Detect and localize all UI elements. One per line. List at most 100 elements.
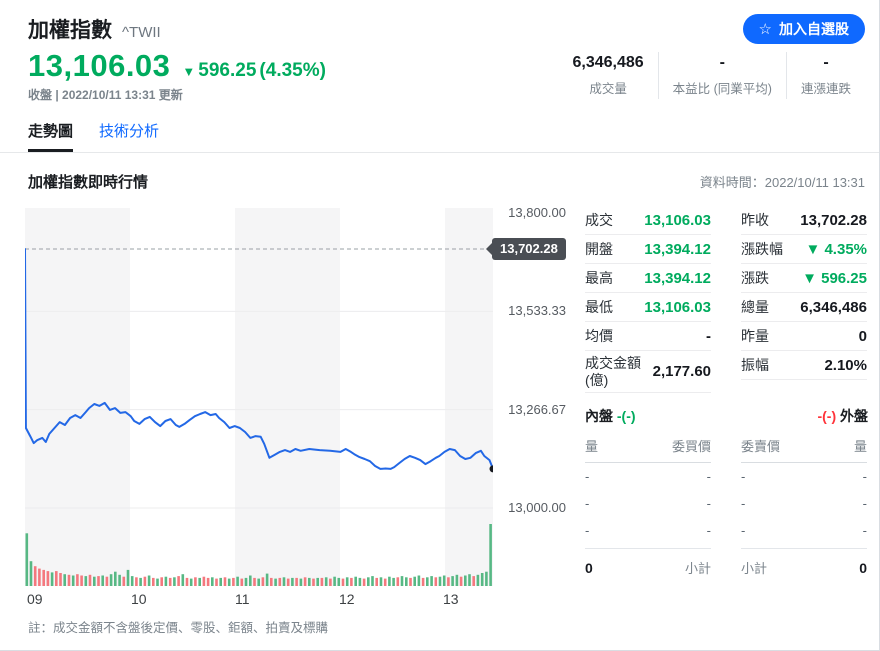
volume-bar (232, 577, 235, 586)
down-arrow-icon: ▼ (182, 64, 196, 79)
tab-技術分析[interactable]: 技術分析 (99, 123, 160, 140)
last-price-dot (489, 465, 493, 473)
volume-bar (42, 569, 45, 586)
volume-bar (29, 561, 33, 586)
volume-bar (223, 577, 227, 586)
orderbook: 內盤 -(-) -(-) 外盤 量委買價 - - - - - -0 小計 委賣價量 - - - - - -… (585, 406, 868, 577)
volume-bar (59, 573, 62, 586)
x-axis-tick: 12 (339, 591, 355, 607)
quote-label: 昨量 (741, 327, 769, 344)
quote-row: 漲跌 ▼ 596.25 (741, 264, 867, 293)
page-title: 加權指數 (28, 19, 112, 42)
hour-band (25, 208, 130, 586)
volume-bar (400, 576, 404, 586)
ob-cell: - (862, 523, 867, 538)
volume-bar (464, 575, 467, 586)
volume-bar (409, 577, 412, 586)
volume-bar (383, 578, 387, 586)
tab-bar: 走勢圖 技術分析 (0, 120, 879, 153)
quote-column-right: 昨收 13,702.28 漲跌幅 ▼ 4.35% 漲跌 ▼ 596.25 總量 6,346,4… (741, 206, 867, 393)
ob-cell: - (741, 469, 746, 484)
orderbook-row: -- (741, 490, 867, 517)
volume-bar (265, 573, 269, 586)
volume-bar (211, 577, 214, 586)
header-stat: - 連漲連跌 (785, 52, 865, 99)
volume-bar (316, 577, 319, 586)
stat-label: 連漲連跌 (800, 82, 851, 96)
hour-band (235, 208, 340, 586)
volume-bar (320, 577, 324, 586)
volume-bar (198, 577, 201, 586)
quote-row: 振幅 2.10% (741, 351, 867, 380)
quote-value: 13,394.12 (644, 240, 711, 258)
intraday-chart[interactable] (25, 208, 493, 588)
add-watchlist-button[interactable]: ☆ 加入自選股 (742, 14, 865, 44)
inner-market-value: -(-) (616, 408, 636, 424)
quote-label: 總量 (741, 298, 769, 315)
add-watchlist-label: 加入自選股 (779, 21, 849, 37)
volume-bar (396, 577, 400, 586)
quote-label: 昨收 (741, 211, 769, 228)
hour-band (445, 208, 493, 586)
volume-bar (455, 574, 459, 586)
stat-label: 成交量 (589, 82, 627, 96)
volume-bar (164, 576, 168, 586)
ob-cell: - (706, 496, 711, 511)
volume-bar (25, 533, 29, 586)
quote-value: 2.10% (824, 356, 867, 374)
orderbook-row: -- (585, 463, 711, 490)
change-percent: (4.35%) (259, 60, 326, 81)
quote-column-left: 成交 13,106.03 開盤 13,394.12 最高 13,394.12 最低 13,10… (585, 206, 711, 393)
volume-bar (50, 572, 54, 586)
volume-bar (67, 574, 71, 586)
subtotal-label: 小計 (741, 561, 768, 576)
volume-bar (177, 576, 180, 586)
volume-bar (480, 573, 484, 586)
volume-bar (240, 578, 244, 586)
volume-bar (337, 577, 341, 586)
volume-bar (84, 576, 88, 586)
ob-col-header: 量 (585, 439, 599, 454)
volume-bar (286, 578, 290, 586)
quote-value: 6,346,486 (800, 298, 867, 316)
chart-canvas (25, 248, 493, 586)
volume-bar (299, 578, 303, 586)
volume-bar (118, 574, 121, 586)
tab-走勢圖[interactable]: 走勢圖 (28, 120, 74, 152)
volume-bar (160, 577, 163, 586)
quote-row: 漲跌幅 ▼ 4.35% (741, 235, 867, 264)
header-stats: 6,346,486 成交量 - 本益比 (同業平均) - 連漲連跌 (558, 52, 865, 99)
quote-value: 2,177.60 (652, 363, 711, 380)
volume-bar (333, 576, 336, 586)
volume-bar (379, 577, 383, 586)
quote-value: 13,106.03 (644, 298, 711, 316)
ob-cell: - (862, 469, 867, 484)
volume-bar (249, 575, 252, 586)
orderbook-header: 內盤 -(-) -(-) 外盤 (585, 406, 868, 426)
stock-symbol: ^TWII (122, 24, 161, 41)
orderbook-columns: 委賣價 量 (741, 436, 867, 463)
volume-bar (152, 577, 155, 586)
stat-value: 6,346,486 (572, 54, 644, 71)
volume-bar (362, 578, 366, 586)
volume-bar (324, 577, 328, 586)
current-price: 13,106.03 (28, 48, 171, 83)
y-axis-tick: 13,266.67 (508, 401, 566, 417)
volume-bar (147, 575, 151, 586)
y-axis-tick: 13,800.00 (508, 205, 566, 220)
volume-bar (405, 577, 408, 586)
volume-bar (341, 578, 345, 586)
volume-bar (278, 577, 282, 586)
volume-bar (33, 566, 37, 586)
quote-label: 漲跌幅 (741, 240, 783, 257)
volume-bar (451, 576, 454, 586)
volume-bar (76, 574, 79, 586)
quote-value: ▼ 4.35% (805, 240, 867, 258)
volume-bar (227, 578, 231, 586)
quote-label: 最高 (585, 269, 613, 286)
quote-label: 開盤 (585, 240, 613, 257)
volume-bar (485, 571, 488, 586)
ob-cell: - (741, 496, 746, 511)
orderbook-subtotal: 小計 0 (741, 548, 867, 577)
subtotal-label: 小計 (684, 561, 711, 576)
